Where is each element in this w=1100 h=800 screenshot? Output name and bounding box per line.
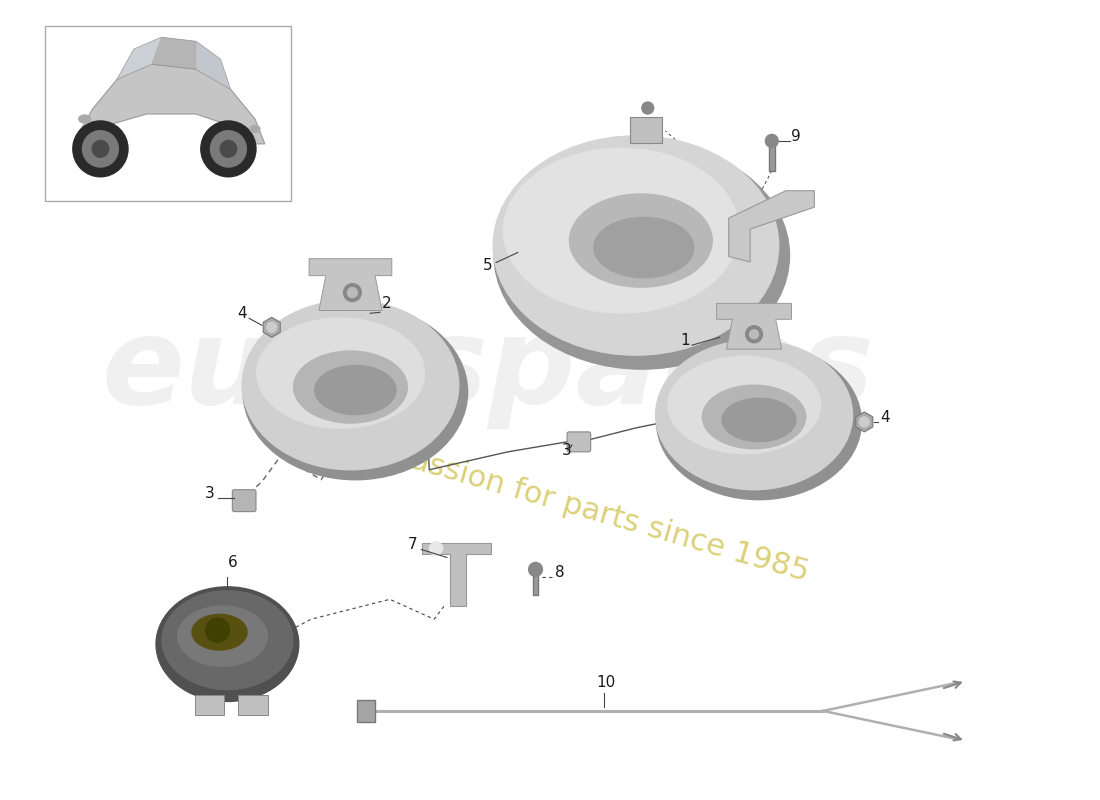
Text: 7: 7 — [408, 538, 417, 553]
Ellipse shape — [493, 136, 779, 355]
Ellipse shape — [668, 357, 821, 454]
Text: 3: 3 — [562, 443, 572, 458]
Circle shape — [641, 102, 653, 114]
Text: 8: 8 — [556, 566, 564, 580]
Polygon shape — [73, 64, 265, 144]
Circle shape — [267, 322, 276, 332]
FancyBboxPatch shape — [532, 570, 539, 595]
Circle shape — [73, 121, 128, 177]
Ellipse shape — [250, 126, 260, 133]
Ellipse shape — [703, 385, 806, 449]
Ellipse shape — [657, 344, 861, 500]
Circle shape — [859, 417, 869, 427]
Ellipse shape — [79, 115, 90, 123]
Text: 1: 1 — [680, 333, 690, 348]
Text: eurospares: eurospares — [102, 312, 874, 429]
Ellipse shape — [570, 194, 712, 287]
Ellipse shape — [243, 304, 468, 480]
Circle shape — [529, 562, 542, 576]
Circle shape — [201, 121, 256, 177]
Circle shape — [210, 130, 246, 167]
Polygon shape — [263, 318, 280, 338]
Ellipse shape — [242, 300, 459, 470]
Circle shape — [206, 618, 230, 642]
Text: 5: 5 — [483, 258, 493, 274]
Polygon shape — [717, 303, 792, 349]
Circle shape — [82, 130, 119, 167]
Circle shape — [749, 330, 759, 338]
Ellipse shape — [294, 351, 407, 423]
Polygon shape — [118, 38, 230, 89]
FancyBboxPatch shape — [45, 26, 292, 201]
Circle shape — [429, 542, 443, 555]
Text: 2: 2 — [382, 296, 392, 311]
Text: 3: 3 — [205, 486, 214, 501]
Polygon shape — [422, 542, 492, 606]
Ellipse shape — [504, 148, 739, 313]
Polygon shape — [118, 38, 162, 79]
Polygon shape — [728, 190, 814, 262]
Circle shape — [220, 141, 236, 158]
FancyBboxPatch shape — [630, 117, 661, 143]
Circle shape — [92, 141, 109, 158]
FancyBboxPatch shape — [358, 700, 375, 722]
Ellipse shape — [162, 591, 293, 690]
Circle shape — [348, 287, 358, 298]
Ellipse shape — [256, 318, 425, 428]
FancyBboxPatch shape — [769, 141, 774, 170]
Text: 4: 4 — [880, 410, 890, 425]
Circle shape — [766, 134, 778, 147]
Ellipse shape — [494, 142, 790, 369]
Text: 4: 4 — [238, 306, 246, 322]
Ellipse shape — [722, 398, 796, 442]
Polygon shape — [196, 42, 230, 89]
Polygon shape — [856, 412, 872, 432]
FancyBboxPatch shape — [232, 490, 256, 512]
FancyBboxPatch shape — [195, 695, 224, 715]
Text: 6: 6 — [228, 555, 238, 570]
Ellipse shape — [178, 606, 267, 666]
Ellipse shape — [315, 366, 396, 414]
Ellipse shape — [156, 587, 299, 702]
Ellipse shape — [656, 340, 853, 490]
Ellipse shape — [192, 614, 248, 650]
Circle shape — [343, 284, 361, 302]
Polygon shape — [309, 258, 392, 310]
Text: 10: 10 — [596, 675, 616, 690]
Circle shape — [746, 326, 762, 342]
FancyBboxPatch shape — [239, 695, 267, 715]
Ellipse shape — [594, 218, 694, 278]
Text: 9: 9 — [792, 129, 801, 144]
FancyBboxPatch shape — [566, 432, 591, 452]
Text: a passion for parts since 1985: a passion for parts since 1985 — [361, 432, 812, 587]
